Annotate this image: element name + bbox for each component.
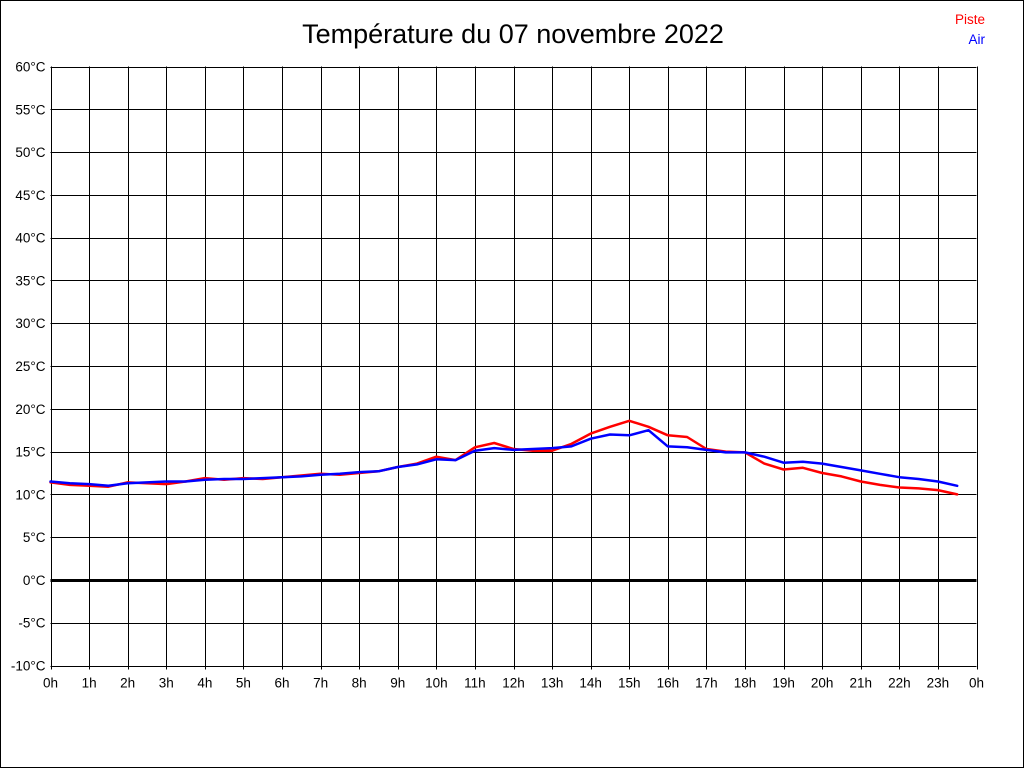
y-tick-label: -5°C [18, 616, 45, 631]
x-tick-label: 0h [969, 676, 984, 691]
x-tick-label: 14h [579, 676, 602, 691]
legend-item-air: Air [968, 32, 986, 47]
y-tick-label: 60°C [15, 60, 45, 75]
x-tick-label: 6h [274, 676, 289, 691]
x-tick-label: 1h [82, 676, 97, 691]
y-tick-label: 40°C [15, 231, 45, 246]
y-tick-label: 25°C [15, 359, 45, 374]
y-tick-label: 20°C [15, 402, 45, 417]
x-tick-label: 0h [43, 676, 58, 691]
x-tick-label: 18h [734, 676, 757, 691]
legend-item-piste: Piste [954, 12, 985, 27]
x-tick-label: 23h [927, 676, 950, 691]
air-line [49, 428, 959, 488]
piste-line [49, 419, 959, 496]
x-tick-label: 15h [618, 676, 641, 691]
y-tick-label: 10°C [15, 487, 45, 502]
x-tick-label: 3h [159, 676, 174, 691]
y-tick-label: 5°C [23, 530, 46, 545]
y-tick-label: 55°C [15, 102, 45, 117]
x-tick-label: 22h [888, 676, 911, 691]
grid [50, 66, 978, 670]
y-tick-label: 50°C [15, 145, 45, 160]
chart-title: Température du 07 novembre 2022 [302, 19, 724, 49]
x-tick-label: 17h [695, 676, 718, 691]
x-tick-label: 16h [657, 676, 680, 691]
x-tick-label: 8h [352, 676, 367, 691]
y-tick-label: 15°C [15, 445, 45, 460]
y-tick-label: 35°C [15, 273, 45, 288]
x-tick-label: 19h [772, 676, 795, 691]
x-tick-label: 7h [313, 676, 328, 691]
x-tick-label: 5h [236, 676, 251, 691]
x-tick-label: 21h [849, 676, 872, 691]
y-tick-label: 0°C [23, 573, 46, 588]
legend: Piste Air [955, 12, 985, 47]
y-tick-label: 30°C [15, 316, 45, 331]
y-tick-label: 45°C [15, 188, 45, 203]
x-tick-label: 10h [425, 676, 448, 691]
x-tick-label: 4h [197, 676, 212, 691]
x-tick-label: 12h [502, 676, 525, 691]
x-tick-label: 20h [811, 676, 834, 691]
x-tick-label: 13h [541, 676, 564, 691]
x-tick-label: 2h [120, 676, 135, 691]
x-tick-label: 11h [464, 676, 486, 691]
x-tick-label: 9h [390, 676, 405, 691]
y-tick-label: -10°C [11, 659, 46, 674]
